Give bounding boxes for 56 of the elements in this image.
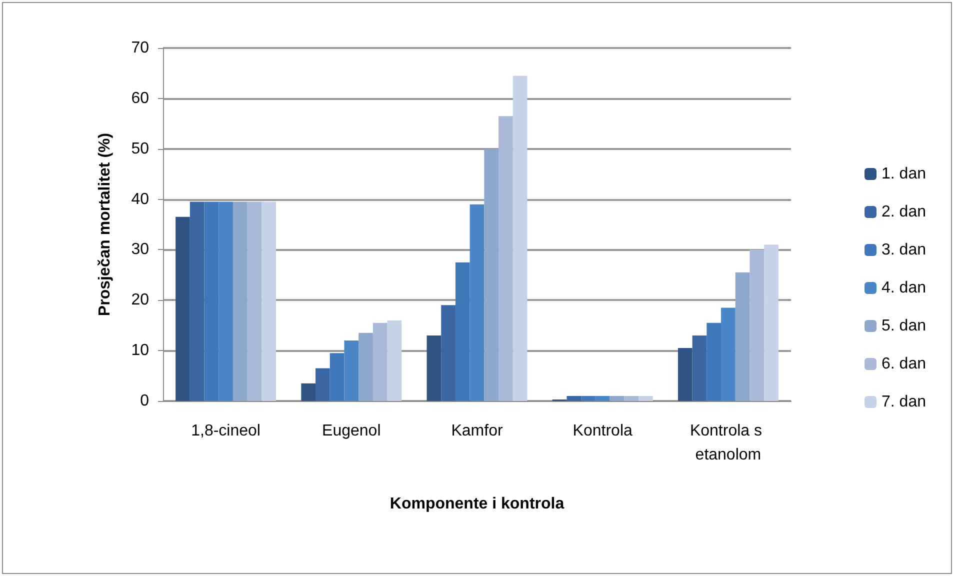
legend-label: 3. dan	[882, 242, 926, 258]
bar	[750, 250, 764, 401]
bar	[566, 396, 582, 401]
bar	[262, 202, 276, 401]
bar	[484, 148, 499, 401]
bar	[470, 204, 484, 401]
bar	[706, 322, 722, 401]
legend-label: 2. dan	[882, 204, 926, 220]
y-tick-label: 70	[131, 40, 150, 56]
bar	[610, 396, 624, 401]
bar	[455, 262, 470, 401]
y-tick-label: 30	[131, 241, 150, 258]
y-tick-label: 40	[131, 190, 150, 208]
bar	[638, 396, 653, 401]
bar	[372, 322, 388, 401]
bar	[218, 202, 233, 401]
y-tick-label: 50	[131, 140, 150, 158]
bar	[678, 348, 692, 401]
bar	[498, 116, 513, 401]
bar	[581, 396, 596, 401]
bar	[176, 216, 190, 401]
bar	[232, 202, 248, 401]
bar	[441, 305, 456, 401]
bar	[344, 340, 359, 401]
bar	[301, 383, 316, 401]
legend-label: 5. dan	[882, 318, 926, 334]
y-axis-title: Prosječan mortalitet (%)	[96, 132, 114, 316]
legend-label: 6. dan	[882, 356, 926, 372]
y-tick-label: 0	[140, 392, 150, 410]
y-tick-label: 20	[131, 292, 150, 309]
x-tick-label: 1,8-cineol	[191, 422, 260, 440]
y-tick-label: 60	[131, 90, 150, 107]
bar	[624, 396, 638, 401]
x-tick-label: Kontrola s etanolom	[690, 422, 766, 464]
bar	[316, 368, 330, 401]
bar	[735, 272, 750, 401]
bar	[387, 320, 402, 401]
y-tick-label: 10	[131, 342, 150, 360]
bar	[595, 396, 610, 401]
bar	[358, 332, 373, 401]
legend-label: 4. dan	[882, 280, 926, 296]
bar	[330, 353, 344, 401]
legend-label: 1. dan	[882, 166, 926, 182]
x-tick-label: Eugenol	[322, 422, 381, 440]
legend-label: 7. dan	[882, 394, 926, 410]
bar	[764, 244, 778, 401]
bar	[204, 202, 219, 401]
bar	[247, 202, 262, 401]
x-tick-label: Kontrola	[572, 422, 632, 440]
x-axis-title: Komponente i kontrola	[390, 496, 564, 512]
bar	[512, 76, 528, 401]
bar	[692, 335, 707, 401]
bar	[190, 202, 204, 401]
bar	[721, 308, 736, 401]
bar	[426, 335, 442, 401]
x-tick-label: Kamfor	[451, 422, 504, 440]
